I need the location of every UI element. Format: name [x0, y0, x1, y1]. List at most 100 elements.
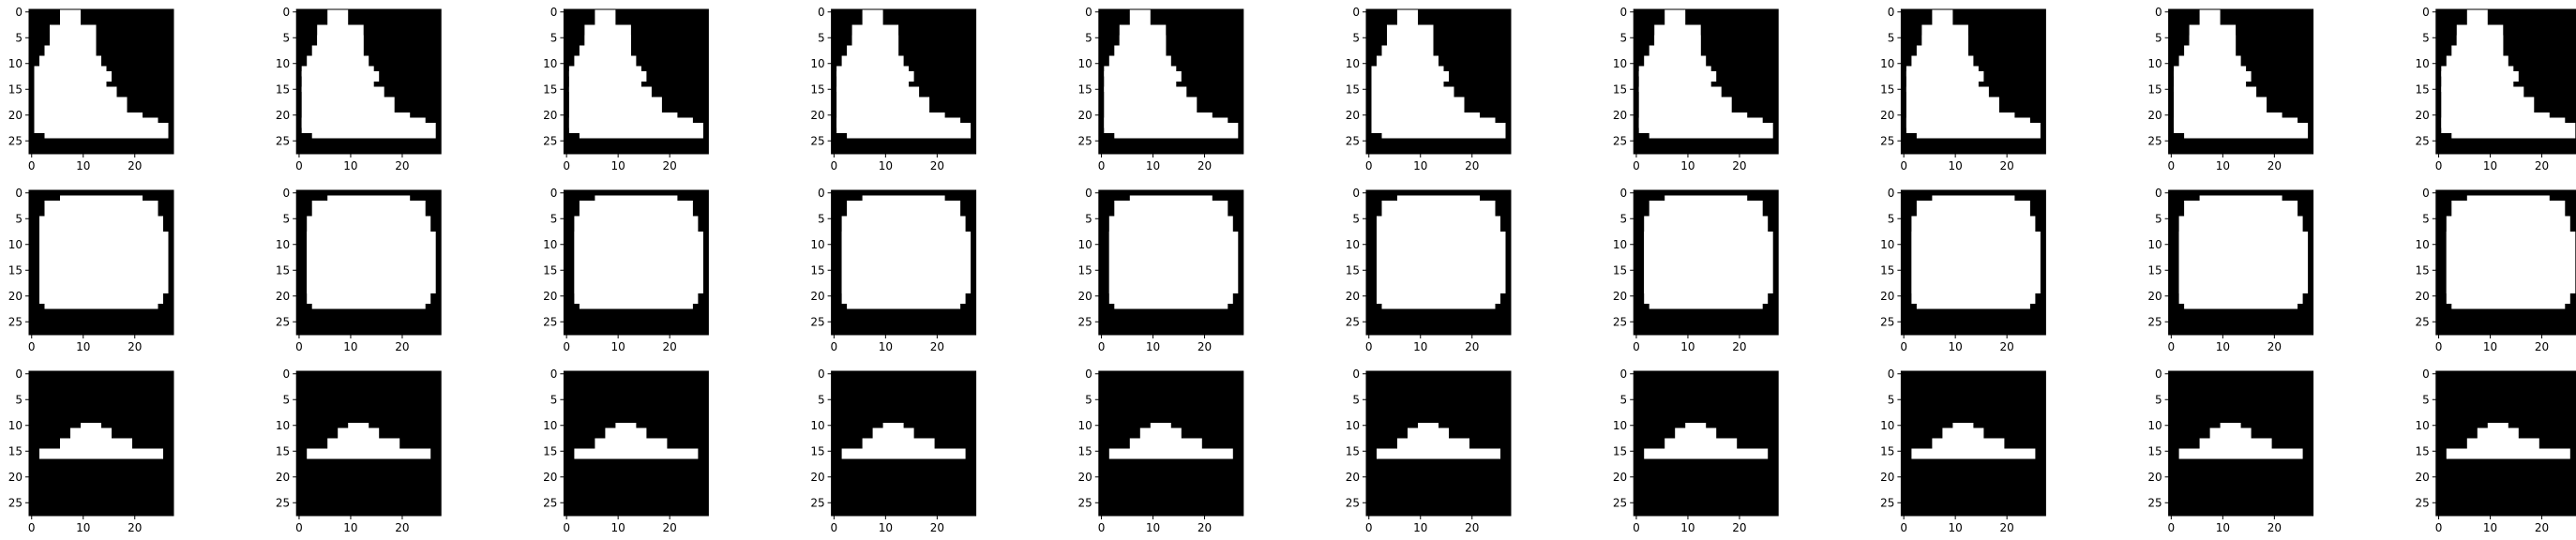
- y-tick-label: 5: [1620, 31, 1628, 44]
- y-tick-label: 5: [283, 212, 291, 225]
- foreground-pixels: [2446, 448, 2570, 459]
- y-tick-label: 25: [1613, 134, 1627, 147]
- y-tick-label: 0: [2422, 6, 2430, 19]
- x-tick-label: 10: [879, 159, 893, 172]
- y-tick-label: 15: [8, 444, 23, 458]
- x-tick-label: 10: [1949, 340, 1963, 353]
- foreground-pixels: [836, 86, 920, 98]
- image-panel: 0 5 10 15 20 25 0 10 20: [8, 187, 174, 353]
- image-panel: 0 5 10 15 20 25 0 10 20: [1613, 6, 1779, 172]
- panel-frame: [1900, 189, 2046, 336]
- foreground-pixels: [595, 438, 668, 449]
- y-tick-label: 15: [810, 82, 824, 96]
- x-tick-label: 10: [1413, 159, 1427, 172]
- panel-frame: [563, 8, 709, 155]
- x-tick-label: 20: [2535, 340, 2549, 353]
- y-tick-label: 15: [276, 263, 290, 277]
- foreground-pixels: [1932, 9, 1953, 25]
- foreground-pixels: [1129, 438, 1202, 449]
- foreground-pixels: [1916, 123, 2041, 139]
- foreground-pixels: [301, 97, 395, 112]
- y-tick-label: 20: [1346, 109, 1360, 122]
- x-tick-label: 20: [2000, 159, 2014, 172]
- y-tick-label: 20: [276, 471, 290, 484]
- y-tick-label: 25: [2147, 315, 2162, 328]
- y-tick-label: 5: [2422, 212, 2430, 225]
- foreground-pixels: [307, 55, 369, 67]
- panel-frame: [831, 189, 977, 336]
- foreground-pixels: [1108, 232, 1239, 293]
- foreground-pixels: [1675, 428, 1717, 439]
- foreground-pixels: [44, 123, 169, 139]
- foreground-pixels: [2487, 423, 2508, 428]
- x-tick-label: 0: [1900, 340, 1907, 353]
- y-tick-label: 20: [543, 109, 557, 122]
- foreground-pixels: [39, 448, 163, 459]
- y-tick-label: 15: [2147, 263, 2162, 277]
- image-panel: 0 5 10 15 20 25 0 10 20: [543, 187, 709, 353]
- x-tick-label: 10: [1413, 340, 1427, 353]
- x-tick-label: 20: [1732, 159, 1746, 172]
- y-tick-label: 20: [1880, 109, 1894, 122]
- y-tick-label: 5: [818, 31, 825, 44]
- foreground-pixels: [2466, 9, 2488, 25]
- foreground-pixels: [1381, 123, 1506, 139]
- foreground-pixels: [568, 71, 647, 82]
- x-tick-label: 10: [343, 159, 357, 172]
- x-tick-label: 10: [2483, 521, 2497, 534]
- y-tick-label: 5: [550, 393, 558, 406]
- x-tick-label: 10: [1146, 521, 1160, 534]
- foreground-pixels: [568, 97, 662, 112]
- y-tick-label: 5: [1352, 212, 1360, 225]
- image-panel: 0 5 10 15 20 25 0 10 20: [1346, 368, 1512, 534]
- x-tick-label: 20: [1732, 340, 1746, 353]
- y-tick-label: 25: [810, 315, 824, 328]
- panel-frame: [2435, 370, 2576, 517]
- y-tick-label: 5: [1352, 393, 1360, 406]
- x-tick-label: 10: [1146, 159, 1160, 172]
- foreground-pixels: [1377, 55, 1439, 67]
- image-panel: 0 5 10 15 20 25 0 10 20: [8, 6, 174, 172]
- foreground-pixels: [2199, 9, 2221, 25]
- x-tick-label: 0: [2435, 159, 2443, 172]
- y-tick-label: 10: [1880, 57, 1894, 70]
- foreground-pixels: [1104, 97, 1198, 112]
- y-tick-label: 5: [550, 31, 558, 44]
- y-tick-label: 5: [2422, 31, 2430, 44]
- y-tick-label: 10: [1613, 419, 1627, 432]
- y-tick-label: 0: [283, 368, 291, 381]
- foreground-pixels: [1139, 428, 1182, 439]
- x-tick-label: 20: [2535, 159, 2549, 172]
- x-tick-label: 0: [831, 340, 838, 353]
- foreground-pixels: [862, 438, 935, 449]
- image-panel: 0 5 10 15 20 25 0 10 20: [1346, 187, 1512, 353]
- foreground-pixels: [1932, 438, 2005, 449]
- image-panel: 0 5 10 15 20 25 0 10 20: [543, 368, 709, 534]
- y-tick-label: 0: [1888, 6, 1895, 19]
- foreground-pixels: [862, 9, 883, 25]
- y-tick-label: 10: [1613, 57, 1627, 70]
- x-tick-label: 0: [1633, 521, 1640, 534]
- x-tick-label: 0: [1098, 159, 1106, 172]
- foreground-pixels: [2441, 86, 2524, 98]
- y-tick-label: 25: [276, 496, 290, 509]
- foreground-pixels: [2199, 438, 2272, 449]
- image-panel: 0 5 10 15 20 25 0 10 20: [1880, 6, 2046, 172]
- y-tick-label: 20: [8, 290, 23, 303]
- y-tick-label: 0: [550, 368, 558, 381]
- y-tick-label: 5: [1888, 393, 1895, 406]
- y-tick-label: 0: [1352, 187, 1360, 200]
- y-tick-label: 25: [1880, 134, 1894, 147]
- y-tick-label: 15: [2147, 444, 2162, 458]
- panel-frame: [1365, 8, 1512, 155]
- foreground-pixels: [1371, 97, 1465, 112]
- y-tick-label: 5: [283, 31, 291, 44]
- y-tick-label: 0: [1085, 368, 1092, 381]
- y-tick-label: 15: [1613, 444, 1627, 458]
- x-tick-label: 10: [879, 340, 893, 353]
- foreground-pixels: [1665, 9, 1686, 25]
- y-tick-label: 20: [1880, 290, 1894, 303]
- foreground-pixels: [348, 423, 369, 428]
- y-tick-label: 15: [8, 82, 23, 96]
